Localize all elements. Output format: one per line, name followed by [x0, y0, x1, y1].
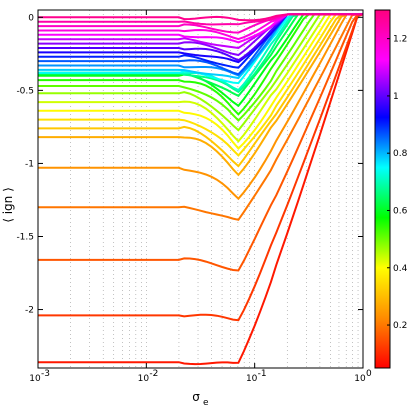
series-line — [38, 13, 363, 272]
x-tick-label: 10 -3 — [29, 369, 50, 384]
y-tick-label: -1.5 — [16, 232, 34, 242]
x-axis-label-subscript: e — [203, 398, 209, 408]
y-axis-label: ⟨ ign ⟩ — [1, 187, 15, 223]
series-line — [38, 13, 363, 150]
series-line — [38, 13, 363, 143]
x-axis-label: σ e — [192, 390, 209, 408]
series-line — [38, 13, 363, 366]
series-line — [38, 13, 363, 201]
x-axis-label-main: σ — [192, 390, 200, 404]
colorbar-tick-label: 0.6 — [393, 206, 408, 216]
series-line — [38, 13, 363, 168]
colorbar-tick-label: 1 — [393, 92, 399, 102]
series-line — [38, 13, 363, 157]
series-line — [38, 13, 363, 221]
colorbar-tick-label: 0.8 — [393, 149, 408, 159]
series-line — [38, 13, 363, 177]
y-tick-label: 0 — [28, 13, 34, 23]
svg-text:-3: -3 — [41, 369, 50, 379]
colorbar-tick-label: 0.4 — [393, 264, 408, 274]
y-tick-label: -1 — [25, 159, 34, 169]
series-line — [38, 13, 363, 22]
series-line — [38, 13, 363, 122]
svg-text:0: 0 — [366, 369, 372, 379]
svg-text:-1: -1 — [258, 369, 267, 379]
svg-text:10: 10 — [29, 374, 41, 384]
svg-text:10: 10 — [354, 374, 366, 384]
y-tick-label: -0.5 — [16, 86, 34, 96]
colorbar-tick-label: 0.2 — [393, 321, 407, 331]
series-line — [38, 13, 363, 322]
plot-frame — [37, 9, 364, 369]
series-line — [38, 13, 363, 132]
series-lines — [38, 13, 363, 366]
svg-text:-2: -2 — [149, 369, 158, 379]
axes: 10 -3 10 -2 10 -1 10 00-0.5-1-1.5-2 — [16, 10, 372, 384]
svg-text:10: 10 — [138, 374, 150, 384]
y-tick-label: -2 — [25, 306, 34, 316]
svg-text:10: 10 — [246, 374, 258, 384]
colorbar — [374, 9, 391, 369]
x-tick-label: 10 0 — [354, 369, 372, 384]
colorbar-ticks: 0.2 0.4 0.6 0.8 1 1.2 — [387, 35, 408, 331]
colorbar-tick-label: 1.2 — [393, 35, 407, 45]
x-tick-label: 10 -2 — [138, 369, 159, 384]
x-tick-label: 10 -1 — [246, 369, 267, 384]
